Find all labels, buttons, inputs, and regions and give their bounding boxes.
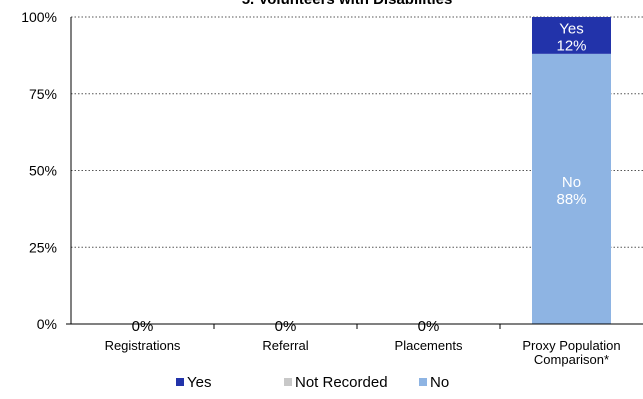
segment-label: No 88% <box>556 174 586 208</box>
legend-swatch <box>419 378 427 386</box>
y-tick-label: 75% <box>29 86 57 102</box>
legend-label: Not Recorded <box>295 374 388 391</box>
bar-no <box>532 53 611 325</box>
legend-swatch <box>176 378 184 386</box>
legend-swatch <box>284 378 292 386</box>
data-labels: 0% 0% 0% Yes 12% No 88% <box>132 20 587 335</box>
x-tick-label: Placements <box>395 338 463 353</box>
zero-value-label: 0% <box>275 318 297 335</box>
segment-label: Yes 12% <box>556 20 586 54</box>
legend-label: Yes <box>187 374 211 391</box>
zero-value-label: 0% <box>418 318 440 335</box>
y-tick-label: 50% <box>29 163 57 179</box>
y-tick-label: 25% <box>29 239 57 255</box>
x-tick-label: Proxy Population Comparison* <box>522 338 620 367</box>
x-tick-label: Registrations <box>105 338 181 353</box>
y-tick-label: 0% <box>37 316 57 332</box>
bars <box>532 17 611 325</box>
legend: Yes Not Recorded No <box>176 374 449 391</box>
bar-yes <box>532 17 611 54</box>
axes: 0% 25% 50% 75% 100% Registrations Referral Plac… <box>21 9 643 367</box>
chart-title: 5. Volunteers with Disabilities <box>242 0 453 8</box>
zero-value-label: 0% <box>132 318 154 335</box>
x-tick-label: Referral <box>262 338 308 353</box>
legend-label: No <box>430 374 449 391</box>
y-tick-label: 100% <box>21 9 57 25</box>
